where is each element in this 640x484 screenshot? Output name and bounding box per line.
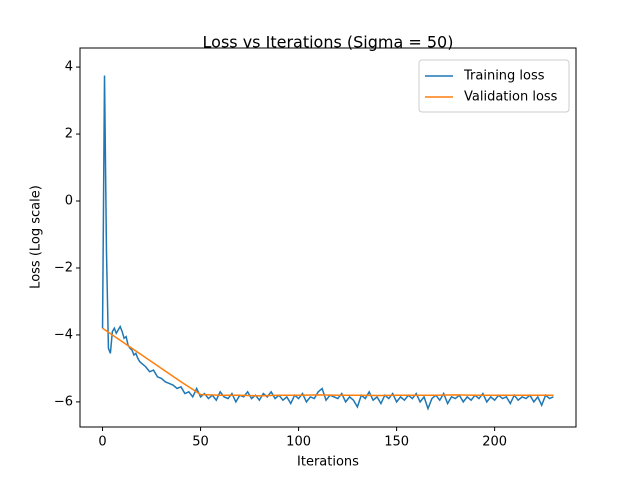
x-tick-label: 150 bbox=[384, 435, 409, 450]
y-tick-label: 2 bbox=[65, 127, 73, 142]
y-tick-label: 4 bbox=[65, 60, 73, 75]
legend-label: Training loss bbox=[463, 69, 545, 84]
series-line bbox=[101, 75, 554, 411]
plot-frame bbox=[79, 47, 577, 428]
y-axis-label: Loss (Log scale) bbox=[29, 185, 44, 289]
chart-title: Loss vs Iterations (Sigma = 50) bbox=[203, 33, 454, 52]
series-line bbox=[102, 327, 554, 397]
x-tick-label: 0 bbox=[98, 435, 106, 450]
x-tick-label: 100 bbox=[286, 435, 311, 450]
x-tick-label: 50 bbox=[192, 435, 209, 450]
x-axis-label: Iterations bbox=[297, 455, 359, 470]
x-tick-label: 200 bbox=[482, 435, 507, 450]
y-tick-label: −6 bbox=[54, 394, 73, 409]
y-tick-label: −4 bbox=[54, 327, 73, 342]
y-tick-label: 0 bbox=[65, 194, 73, 209]
y-tick-label: −2 bbox=[54, 260, 73, 275]
legend-box bbox=[418, 59, 570, 113]
legend-label: Validation loss bbox=[464, 90, 558, 105]
